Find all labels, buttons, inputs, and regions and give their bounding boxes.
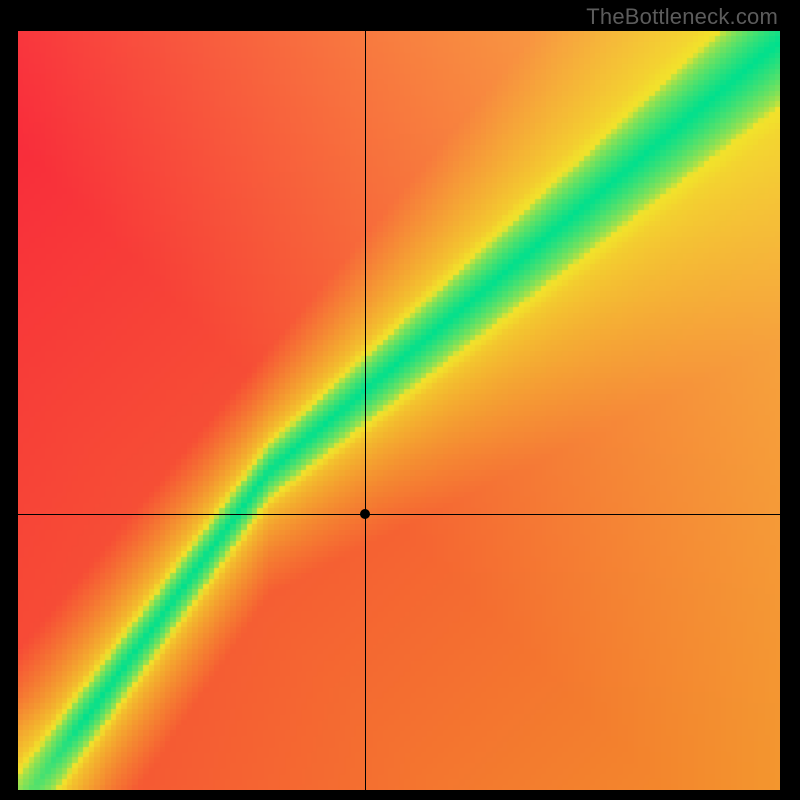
heatmap-canvas [18, 31, 780, 790]
watermark-text: TheBottleneck.com [586, 4, 778, 30]
crosshair-vertical [365, 31, 366, 790]
crosshair-horizontal [18, 514, 780, 515]
